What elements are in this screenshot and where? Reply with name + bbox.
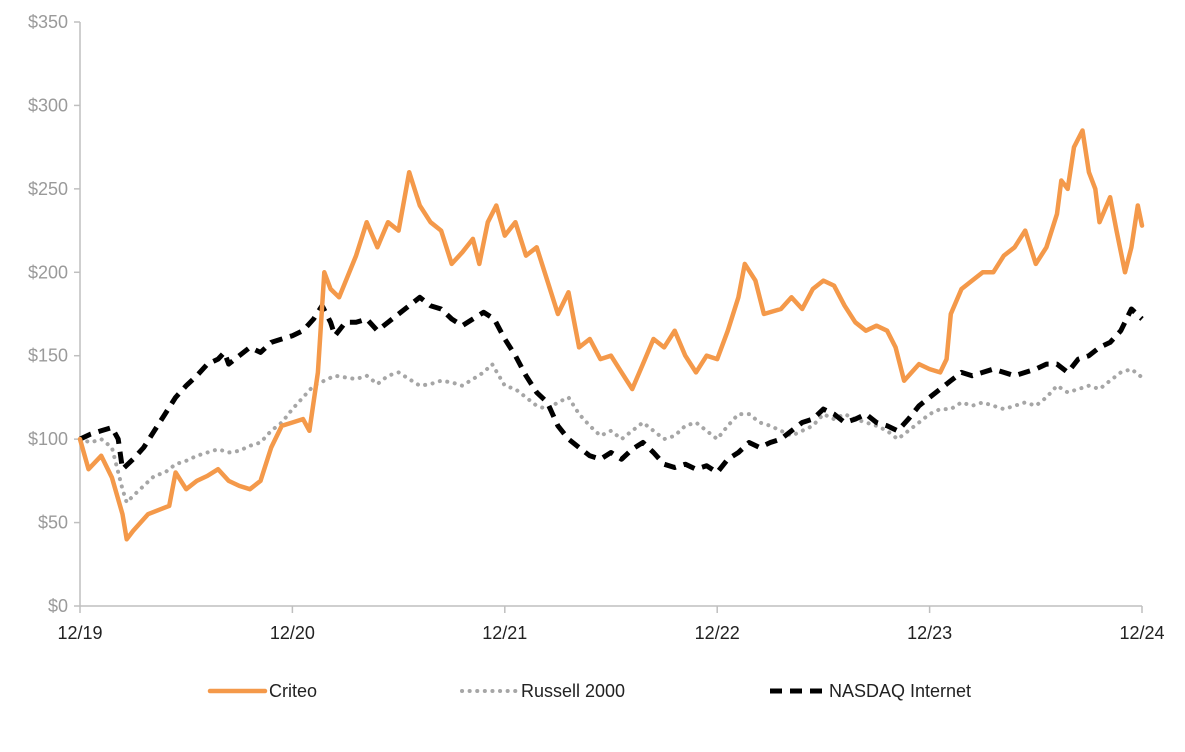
axes bbox=[79, 22, 1142, 607]
x-tick-label: 12/19 bbox=[57, 623, 102, 643]
x-axis-ticks: 12/19 12/20 12/21 12/22 12/23 12/24 bbox=[57, 606, 1165, 643]
y-tick-label: $100 bbox=[28, 429, 68, 449]
y-tick-label: $250 bbox=[28, 179, 68, 199]
x-tick-label: 12/21 bbox=[482, 623, 527, 643]
x-tick-label: 12/20 bbox=[270, 623, 315, 643]
y-tick-label: $150 bbox=[28, 346, 68, 366]
legend-label: NASDAQ Internet bbox=[829, 681, 971, 701]
series-lines bbox=[77, 128, 1145, 542]
x-tick-label: 12/23 bbox=[907, 623, 952, 643]
series-line-criteo bbox=[77, 128, 1145, 542]
legend-label: Criteo bbox=[269, 681, 317, 701]
y-tick-label: $0 bbox=[48, 596, 68, 616]
legend-label: Russell 2000 bbox=[521, 681, 625, 701]
series-line-nasdaq-internet bbox=[78, 294, 1144, 475]
y-tick-label: $50 bbox=[38, 513, 68, 533]
series-line-russell-2000 bbox=[78, 362, 1144, 505]
legend: Criteo Russell 2000 NASDAQ Internet bbox=[207, 681, 971, 701]
x-tick-label: 12/22 bbox=[695, 623, 740, 643]
x-tick-label: 12/24 bbox=[1119, 623, 1164, 643]
y-axis-ticks: $0 $50 $100 $150 $200 $250 $300 $350 bbox=[28, 12, 80, 616]
y-tick-label: $350 bbox=[28, 12, 68, 32]
y-tick-label: $200 bbox=[28, 262, 68, 282]
y-tick-label: $300 bbox=[28, 95, 68, 115]
